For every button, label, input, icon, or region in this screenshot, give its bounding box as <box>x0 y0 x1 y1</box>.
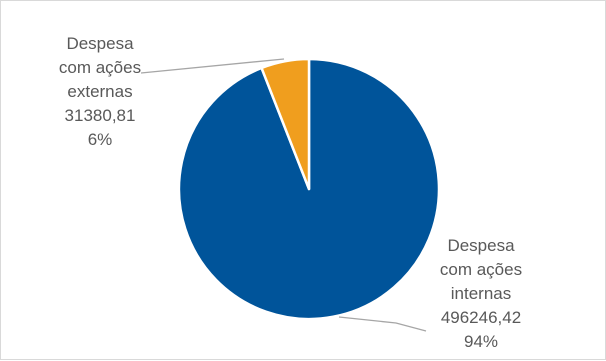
label-line: Despesa <box>66 34 134 53</box>
data-label-externas: Despesa com ações externas 31380,81 6% <box>37 32 163 152</box>
leader-line-externas <box>140 58 285 74</box>
label-line: externas <box>67 82 133 101</box>
label-line: com ações <box>439 260 523 279</box>
label-line: internas <box>450 284 512 303</box>
pie-slice-externas <box>260 57 311 191</box>
label-percent: 94% <box>463 332 499 351</box>
label-line: com ações <box>58 58 142 77</box>
label-value: 31380,81 <box>64 106 136 125</box>
data-label-internas: Despesa com ações internas 496246,42 94% <box>419 234 543 354</box>
label-line: Despesa <box>447 236 515 255</box>
label-percent: 6% <box>87 130 113 149</box>
label-value: 496246,42 <box>440 308 522 327</box>
leader-line-internas <box>338 316 427 332</box>
